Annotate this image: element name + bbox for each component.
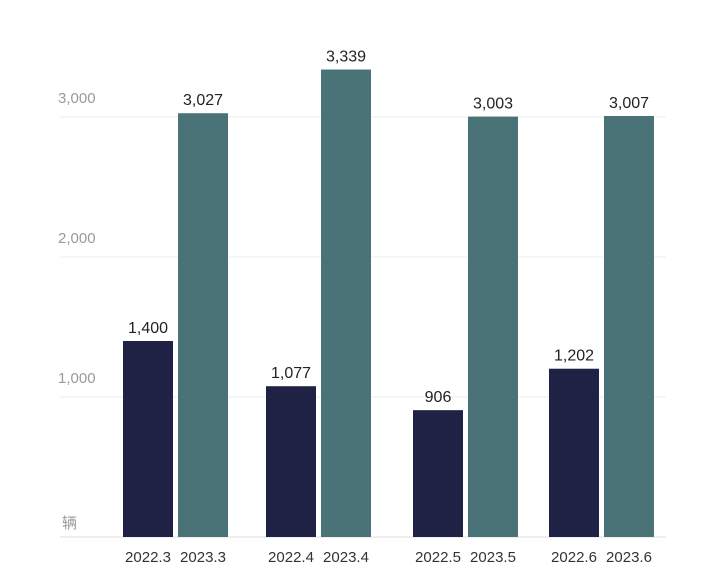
bar xyxy=(321,69,371,537)
x-tick-label: 2022.3 xyxy=(125,549,171,566)
bar xyxy=(178,113,228,537)
data-label: 3,007 xyxy=(609,95,649,112)
data-label: 1,202 xyxy=(554,348,594,365)
y-tick-label: 2,000 xyxy=(58,230,96,247)
x-tick-label: 2023.3 xyxy=(180,549,226,566)
x-axis-labels: 2022.3 2023.3 2022.4 2023.4 2022.5 2023.5 2022… xyxy=(125,549,652,566)
unit-label: 辆 xyxy=(62,515,77,532)
x-tick-label: 2023.4 xyxy=(323,549,369,566)
bar xyxy=(468,116,518,537)
data-label: 906 xyxy=(425,389,452,406)
data-label: 3,027 xyxy=(183,92,223,109)
y-axis-ticks: 1,000 2,000 3,000 xyxy=(58,90,96,387)
x-tick-label: 2022.5 xyxy=(415,549,461,566)
x-tick-label: 2022.4 xyxy=(268,549,314,566)
data-label: 3,003 xyxy=(473,96,513,113)
data-label: 3,339 xyxy=(326,49,366,66)
y-tick-label: 1,000 xyxy=(58,370,96,387)
x-tick-label: 2023.6 xyxy=(606,549,652,566)
y-tick-label: 3,000 xyxy=(58,90,96,107)
bar xyxy=(266,386,316,537)
data-label: 1,077 xyxy=(271,365,311,382)
data-label: 1,400 xyxy=(128,320,168,337)
data-labels: 1,400 3,027 1,077 3,339 906 3,003 1,202 3,007 xyxy=(128,49,649,407)
x-tick-label: 2023.5 xyxy=(470,549,516,566)
bar xyxy=(413,410,463,537)
bars xyxy=(123,69,654,538)
x-tick-label: 2022.6 xyxy=(551,549,597,566)
bar xyxy=(123,341,173,537)
bar xyxy=(549,368,599,537)
bar xyxy=(604,116,654,538)
